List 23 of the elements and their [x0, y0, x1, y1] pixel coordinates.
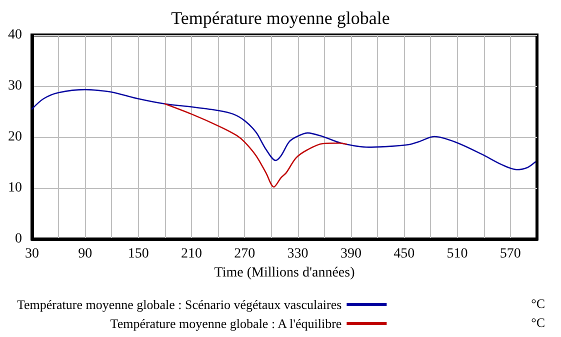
x-tick-label: 270 [234, 246, 256, 262]
x-tick-label: 30 [25, 246, 39, 262]
legend-label: Température moyenne globale : A l'équilibre [110, 316, 342, 331]
y-tick-label: 20 [8, 130, 22, 144]
x-tick-label: 210 [180, 246, 202, 262]
text: °C [531, 296, 546, 311]
x-tick-label: 150 [128, 246, 149, 262]
x-tick-label: 330 [287, 246, 308, 262]
line-series [31, 88, 536, 170]
x-tick-label: 390 [340, 246, 362, 262]
legend-label: Température moyenne globale : Scénario végétaux vasculaires [16, 297, 342, 312]
x-tick-label: 510 [446, 246, 468, 262]
chart-title: Température moyenne globale [171, 8, 390, 28]
line-series [164, 103, 348, 188]
x-axis-title: Time (Millions d'années) [214, 265, 356, 280]
x-tick-label: 570 [500, 246, 521, 262]
y-tick-label: 30 [8, 78, 22, 94]
x-tick-label: 450 [394, 246, 415, 262]
y-tick-label: 40 [8, 28, 22, 42]
y-tick-label: 0 [15, 232, 22, 246]
x-tick-label: 90 [78, 246, 92, 262]
y-tick-label: 10 [8, 180, 22, 196]
text: °C [531, 315, 546, 330]
